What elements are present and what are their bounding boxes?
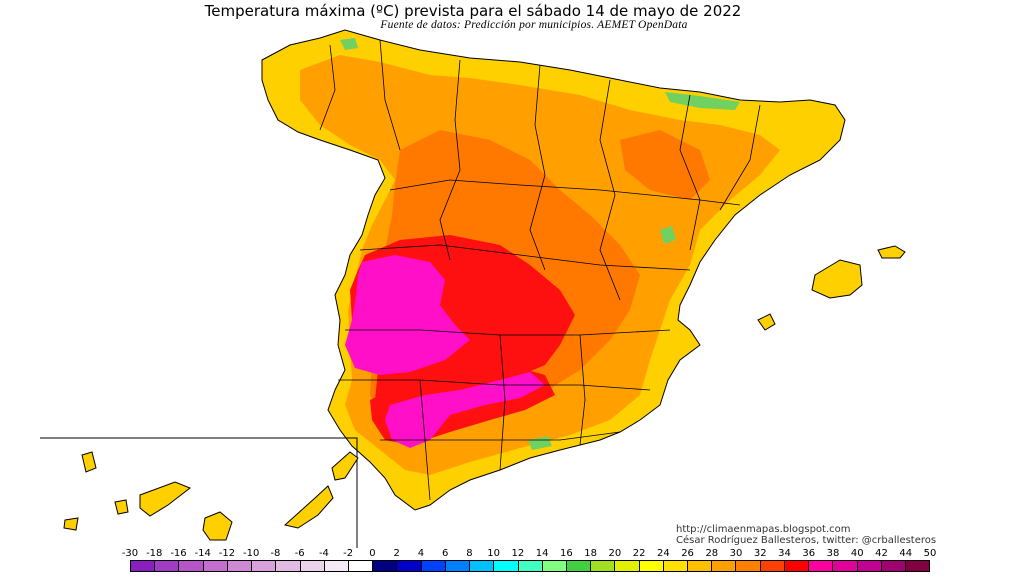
legend-swatch	[131, 561, 156, 571]
legend-tick-label: 50	[923, 548, 937, 559]
legend-tick-label: 36	[802, 548, 816, 559]
legend-swatch	[155, 561, 180, 571]
legend-swatch	[252, 561, 277, 571]
legend-swatch	[663, 561, 689, 571]
province-borders	[319, 39, 761, 501]
map-subtitle: Fuente de datos: Predicción por municipi…	[380, 19, 688, 31]
legend-tick-label: -16	[170, 548, 187, 559]
legend-swatch	[203, 561, 228, 571]
legend-tick-label: 20	[608, 548, 622, 559]
legend-tick-label: -18	[146, 548, 163, 559]
legend-swatch	[348, 561, 374, 571]
legend-swatch	[736, 561, 761, 571]
legend-tick-label: 18	[584, 548, 597, 559]
legend-tick-label: 38	[826, 548, 840, 559]
legend-swatch	[227, 561, 253, 571]
legend-swatch	[881, 561, 906, 571]
legend-tick-label: -6	[294, 548, 305, 559]
legend-swatch	[784, 561, 810, 571]
legend-swatch	[906, 561, 930, 571]
legend-tick-label: 44	[899, 548, 913, 559]
map-title: Temperatura máxima (ºC) prevista para el…	[204, 2, 742, 20]
legend-tick-label: 10	[487, 548, 500, 559]
legend-tick-label: 2	[393, 548, 400, 559]
legend-tick-label: -2	[343, 548, 354, 559]
mallorca	[811, 259, 863, 299]
legend-swatch	[470, 561, 495, 571]
legend-swatch	[397, 561, 422, 571]
legend-tick-label: 0	[369, 548, 376, 559]
legend-tick-label: 6	[441, 548, 449, 559]
legend-swatch	[300, 561, 325, 571]
legend-tick-label: -10	[243, 548, 260, 559]
legend-tick-label: -14	[194, 548, 211, 559]
legend-tick-label: 42	[875, 548, 888, 559]
legend-swatch	[809, 561, 834, 571]
legend-tick-label: 40	[850, 548, 864, 559]
magenta-zone-west	[345, 255, 470, 375]
legend-swatch	[445, 561, 471, 571]
legend-swatch	[712, 561, 737, 571]
green-spot-north	[665, 92, 740, 110]
legend-swatch	[857, 561, 882, 571]
legend-tick-label: 28	[705, 548, 719, 559]
legend-tick-label: -4	[318, 548, 329, 559]
legend-swatch	[373, 561, 398, 571]
legend-swatch	[542, 561, 567, 571]
legend-tick-label: -8	[270, 548, 281, 559]
menorca	[877, 245, 906, 259]
legend-swatch	[324, 561, 349, 571]
green-spot-galicia	[340, 38, 358, 50]
credit-url: http://climaenmapas.blogspot.com	[676, 524, 851, 535]
legend-tick-label: 34	[778, 548, 791, 559]
legend-ticks: -30 -18 -16 -14 -12 -10 -8 -6 -4 -2 0 2 4 6 8 10 12 14 16 1…	[0, 548, 1024, 560]
legend-tick-label: 12	[511, 548, 525, 559]
canary-islands	[63, 451, 359, 541]
legend-tick-label: 16	[559, 548, 573, 559]
legend-swatch	[566, 561, 592, 571]
legend-swatch	[276, 561, 301, 571]
legend-tick-label: 4	[417, 548, 425, 559]
legend-tick-label: 30	[729, 548, 743, 559]
legend-swatch	[833, 561, 858, 571]
legend-tick-label: 14	[535, 548, 549, 559]
ibiza	[757, 313, 776, 331]
legend-swatch	[688, 561, 713, 571]
legend-swatch	[421, 561, 446, 571]
legend-tick-label: 26	[681, 548, 694, 559]
legend-tick-label: 8	[466, 548, 473, 559]
green-spot-sierra-nevada	[528, 436, 552, 450]
legend-swatch	[615, 561, 640, 571]
legend-swatch	[494, 561, 519, 571]
legend-swatch	[179, 561, 204, 571]
legend-tick-label: 32	[753, 548, 767, 559]
canary-inset-frame	[40, 437, 358, 548]
legend-color-bar	[130, 560, 930, 572]
legend-tick-label: 22	[632, 548, 646, 559]
green-spot-iberian	[660, 226, 676, 244]
legend-swatch	[760, 561, 785, 571]
magenta-zone-south	[385, 372, 545, 448]
legend-tick-label: -30	[121, 548, 139, 559]
dark-orange-ebro	[620, 130, 710, 200]
legend-tick-label: -12	[218, 548, 236, 559]
legend-tick-label: 24	[656, 548, 670, 559]
credit-author: César Rodríguez Ballesteros, twitter: @c…	[676, 535, 937, 546]
legend-swatch	[518, 561, 543, 571]
legend-swatch	[639, 561, 664, 571]
legend-swatch	[591, 561, 616, 571]
